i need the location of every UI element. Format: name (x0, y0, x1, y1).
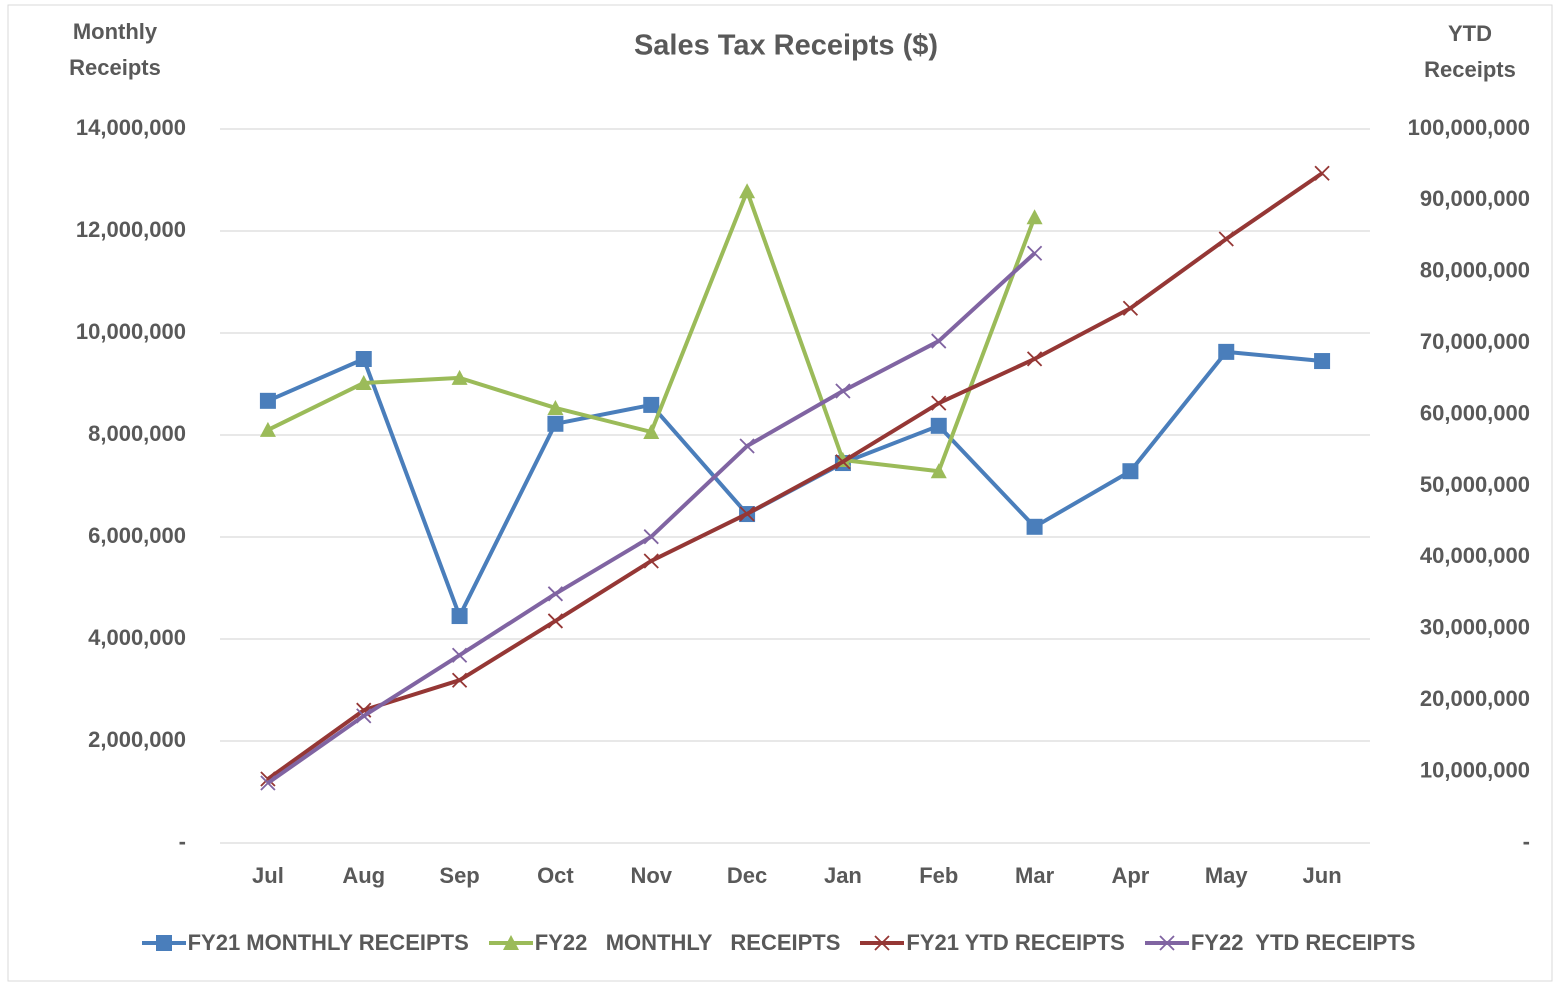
legend-item: FY21 YTD RECEIPTS (858, 930, 1125, 956)
marker (930, 463, 947, 479)
legend-label: FY21 MONTHLY RECEIPTS (187, 930, 469, 955)
marker (451, 647, 468, 663)
marker (451, 608, 468, 625)
marker (355, 351, 372, 368)
marker (355, 374, 372, 390)
x-tick-label: Nov (630, 863, 672, 888)
marker (1314, 165, 1330, 181)
marker (547, 613, 564, 629)
y2-tick-label: 70,000,000 (1420, 329, 1530, 354)
marker (1159, 935, 1175, 951)
x-tick-label: Aug (342, 863, 385, 888)
y2-tick-label: 90,000,000 (1420, 186, 1530, 211)
y-tick-label: 10,000,000 (76, 319, 186, 344)
marker (930, 417, 947, 434)
marker (451, 672, 468, 688)
series-line (267, 349, 1323, 619)
y-axis-title: Monthly Receipts (69, 19, 161, 80)
marker (451, 369, 468, 385)
y2-tick-label: - (1523, 829, 1530, 854)
marker (260, 775, 276, 791)
x-tick-label: Dec (727, 863, 767, 888)
x-tick-label: Apr (1111, 863, 1149, 888)
chart-frame (7, 4, 1553, 982)
y-tick-label: 8,000,000 (88, 421, 186, 446)
marker (259, 392, 276, 409)
x-tick-label: Jul (252, 863, 284, 888)
y2-tick-label: 80,000,000 (1420, 258, 1530, 283)
legend-icon (141, 935, 186, 951)
legend: FY21 MONTHLY RECEIPTS FY22 MONTHLY RECEIP… (0, 930, 1555, 956)
marker (1026, 351, 1043, 367)
legend-item: FY22 MONTHLY RECEIPTS (487, 930, 841, 956)
marker (643, 553, 659, 569)
marker (1218, 343, 1235, 360)
y-tick-label: 4,000,000 (88, 625, 186, 650)
y2-tick-label: 10,000,000 (1420, 757, 1530, 782)
marker (931, 395, 947, 411)
y-tick-label: 14,000,000 (76, 115, 186, 140)
marker (260, 771, 276, 787)
y-tick-label: 2,000,000 (88, 727, 186, 752)
y2-tick-label: 30,000,000 (1420, 615, 1530, 640)
legend-item: FY21 MONTHLY RECEIPTS (140, 930, 469, 956)
x-tick-label: Jun (1303, 863, 1342, 888)
y-tick-label: - (179, 829, 186, 854)
marker (502, 935, 519, 950)
y2-tick-label: 40,000,000 (1420, 543, 1530, 568)
marker (739, 438, 755, 454)
legend-label: FY21 YTD RECEIPTS (906, 930, 1125, 955)
legend-icon (488, 935, 533, 950)
marker (259, 421, 276, 437)
marker (931, 333, 947, 349)
x-tick-label: May (1205, 863, 1249, 888)
marker (547, 586, 564, 602)
marker (643, 396, 660, 413)
x-tick-label: Sep (439, 863, 479, 888)
y2-tick-label: 50,000,000 (1420, 472, 1530, 497)
y-tick-label: 12,000,000 (76, 217, 186, 242)
chart-title: Sales Tax Receipts ($) (634, 30, 938, 62)
marker (1122, 463, 1139, 480)
marker (1026, 209, 1043, 225)
marker (835, 383, 851, 399)
marker (356, 708, 372, 724)
marker (835, 454, 851, 470)
legend-item: FY22 YTD RECEIPTS (1143, 930, 1416, 956)
marker (1314, 353, 1331, 370)
x-tick-label: Oct (537, 863, 574, 888)
legend-icon (860, 935, 905, 951)
marker (739, 506, 755, 522)
marker (1026, 245, 1043, 261)
marker (874, 935, 891, 951)
x-tick-label: Feb (919, 863, 958, 888)
y2-tick-label: 100,000,000 (1408, 115, 1530, 140)
y2-tick-label: 20,000,000 (1420, 686, 1530, 711)
marker (1122, 300, 1139, 316)
marker (155, 935, 172, 951)
marker (547, 399, 564, 415)
y2-axis-title: YTD Receipts (1424, 21, 1516, 82)
marker (1026, 518, 1043, 535)
series-line (266, 171, 1324, 781)
legend-label: FY22 MONTHLY RECEIPTS (534, 930, 841, 955)
legend-label: FY22 YTD RECEIPTS (1190, 930, 1416, 955)
marker (643, 423, 660, 439)
x-tick-label: Jan (824, 863, 862, 888)
y2-tick-label: 60,000,000 (1420, 400, 1530, 425)
y-tick-label: 6,000,000 (88, 523, 186, 548)
marker (1218, 231, 1234, 247)
x-tick-label: Mar (1015, 863, 1055, 888)
legend-icon (1144, 935, 1189, 951)
marker (547, 415, 564, 432)
marker (739, 183, 756, 199)
marker (643, 529, 659, 545)
